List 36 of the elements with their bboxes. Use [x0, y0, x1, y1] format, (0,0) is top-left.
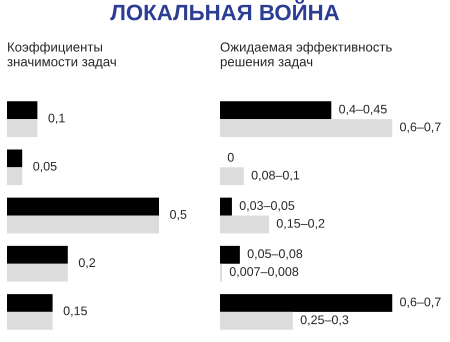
bar	[7, 246, 68, 264]
bar	[220, 312, 293, 330]
data-label: 0,6–0,7	[400, 122, 441, 133]
data-label: 0,25–0,3	[300, 315, 348, 326]
bar	[7, 101, 38, 120]
data-label: 0,1	[48, 114, 65, 124]
data-label: 0,15	[64, 306, 87, 317]
bar	[220, 101, 332, 120]
bar	[7, 264, 68, 282]
bar	[220, 216, 270, 234]
chart-subtitle: Ожидаемая эффективность решения задач	[220, 42, 392, 69]
data-label: 0,15–0,2	[276, 218, 324, 230]
bar	[7, 198, 159, 216]
bar	[7, 149, 22, 168]
data-label: 0,05	[33, 162, 57, 172]
bar	[220, 119, 392, 137]
data-label: 0,6–0,7	[400, 298, 441, 308]
bar	[220, 246, 240, 264]
data-label: 0,08–0,1	[252, 170, 300, 182]
text: ЛОКАЛЬНАЯ ВОЙНА	[110, 0, 340, 20]
chart-subtitle: Коэффициенты значимости задач	[7, 42, 116, 69]
data-label: 0,03–0,05	[240, 201, 294, 212]
bar	[220, 294, 392, 312]
data-label: 0,05–0,08	[248, 249, 302, 260]
data-label: 0,2	[78, 258, 96, 269]
data-label: 0,007–0,008	[230, 267, 298, 278]
bar	[220, 198, 232, 216]
bar	[7, 294, 53, 312]
bar	[7, 119, 38, 137]
bar	[220, 167, 244, 186]
bar	[7, 312, 53, 330]
data-label: 0	[228, 152, 234, 162]
data-label: 0,5	[170, 210, 186, 220]
data-label: 0,4–0,45	[339, 104, 387, 116]
bar	[7, 167, 22, 186]
bar	[7, 216, 159, 234]
